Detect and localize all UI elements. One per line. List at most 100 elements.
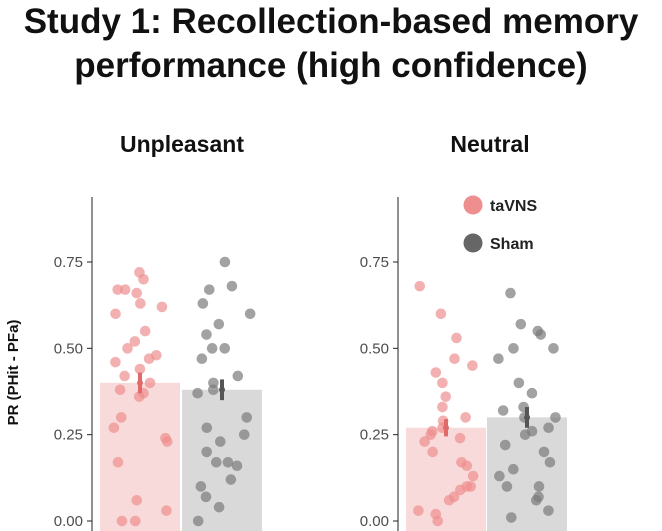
- data-point-tavns: [454, 432, 466, 444]
- legend-label-sham: Sham: [490, 236, 534, 253]
- data-point-sham: [211, 456, 222, 468]
- data-point-sham: [508, 463, 519, 475]
- data-point-tavns: [161, 505, 172, 516]
- data-point-tavns: [467, 360, 478, 371]
- data-point-sham: [219, 343, 231, 354]
- data-point-tavns: [133, 391, 145, 402]
- data-point-tavns: [110, 308, 121, 320]
- data-point-sham: [201, 422, 213, 434]
- legend-marker-sham: [463, 233, 483, 253]
- data-point-tavns: [455, 484, 466, 496]
- data-point-tavns: [461, 460, 473, 472]
- data-point-sham: [548, 343, 559, 354]
- data-point-sham: [192, 387, 203, 399]
- data-point-sham: [195, 481, 207, 492]
- data-point-sham: [226, 280, 238, 292]
- data-point-tavns: [425, 429, 437, 440]
- y-tick-label: 0.00: [54, 513, 83, 530]
- data-point-tavns: [432, 515, 444, 527]
- legend-marker-tavns: [463, 195, 483, 215]
- data-point-sham: [201, 446, 212, 458]
- data-point-tavns: [129, 336, 141, 347]
- data-point-tavns: [115, 412, 127, 423]
- y-tick-label: 0.25: [360, 427, 389, 444]
- data-point-tavns: [419, 436, 430, 447]
- legend-label-tavns: taVNS: [490, 198, 537, 215]
- data-point-tavns: [414, 280, 426, 292]
- data-point-sham: [238, 429, 250, 440]
- panel-title: Unpleasant: [120, 131, 244, 157]
- data-point-sham: [508, 343, 519, 354]
- data-point-tavns: [460, 412, 471, 423]
- data-point-sham: [206, 343, 218, 354]
- data-point-tavns: [131, 494, 143, 506]
- data-point-sham: [530, 494, 542, 506]
- data-point-sham: [494, 470, 505, 482]
- data-point-sham: [200, 491, 212, 503]
- data-point-tavns: [112, 284, 123, 295]
- data-point-tavns: [119, 284, 131, 295]
- data-point-sham: [526, 387, 538, 399]
- data-point-sham: [213, 501, 225, 513]
- data-point-sham: [244, 308, 256, 320]
- data-point-sham: [213, 318, 225, 330]
- data-point-tavns: [122, 343, 133, 354]
- data-point-sham: [543, 505, 554, 516]
- data-point-sham: [222, 456, 234, 468]
- y-tick-label: 0.50: [54, 340, 83, 357]
- data-point-tavns: [449, 353, 460, 364]
- data-point-sham: [533, 481, 545, 492]
- panel-title: Neutral: [450, 131, 529, 157]
- data-point-tavns: [138, 273, 149, 285]
- data-point-sham: [501, 481, 513, 492]
- mean-marker-tavns: [443, 424, 449, 431]
- data-point-tavns: [144, 377, 156, 389]
- y-tick-label: 0.00: [360, 513, 389, 530]
- data-point-sham: [197, 298, 209, 309]
- data-point-tavns: [112, 456, 124, 468]
- y-tick-label: 0.25: [54, 427, 83, 444]
- data-point-tavns: [130, 515, 141, 527]
- data-point-sham: [241, 412, 253, 423]
- figure-title-line-2: performance (high confidence): [74, 46, 588, 85]
- data-point-sham: [543, 422, 554, 434]
- y-tick-label: 0.75: [360, 254, 389, 271]
- data-point-sham: [505, 287, 516, 299]
- data-point-sham: [231, 460, 243, 472]
- data-point-tavns: [413, 505, 424, 516]
- data-point-sham: [219, 256, 231, 268]
- data-point-tavns: [156, 301, 168, 313]
- data-point-tavns: [143, 353, 155, 364]
- data-point-tavns: [161, 436, 173, 447]
- data-point-sham: [497, 405, 509, 416]
- data-point-sham: [225, 474, 237, 485]
- data-point-sham: [215, 436, 226, 447]
- data-point-sham: [499, 439, 511, 451]
- data-point-sham: [550, 412, 561, 423]
- data-point-tavns: [427, 446, 438, 458]
- data-point-tavns: [437, 401, 448, 413]
- data-point-tavns: [108, 422, 120, 434]
- data-point-tavns: [131, 287, 143, 299]
- data-point-tavns: [451, 332, 462, 344]
- data-point-tavns: [435, 308, 447, 320]
- data-point-sham: [513, 377, 525, 389]
- data-point-sham: [232, 370, 244, 382]
- data-point-tavns: [440, 391, 452, 402]
- y-tick-label: 0.50: [360, 340, 389, 357]
- data-point-sham: [196, 353, 208, 364]
- data-point-tavns: [139, 325, 151, 337]
- data-point-sham: [535, 329, 547, 340]
- data-point-tavns: [110, 356, 121, 368]
- data-point-sham: [515, 318, 527, 330]
- data-point-tavns: [467, 470, 479, 482]
- data-point-sham: [208, 384, 219, 396]
- data-point-sham: [519, 429, 531, 440]
- data-point-tavns: [116, 515, 128, 527]
- mean-marker-tavns: [137, 379, 143, 386]
- data-point-sham: [493, 353, 504, 364]
- y-tick-label: 0.75: [54, 254, 83, 271]
- data-point-tavns: [443, 494, 455, 506]
- data-point-tavns: [437, 377, 448, 389]
